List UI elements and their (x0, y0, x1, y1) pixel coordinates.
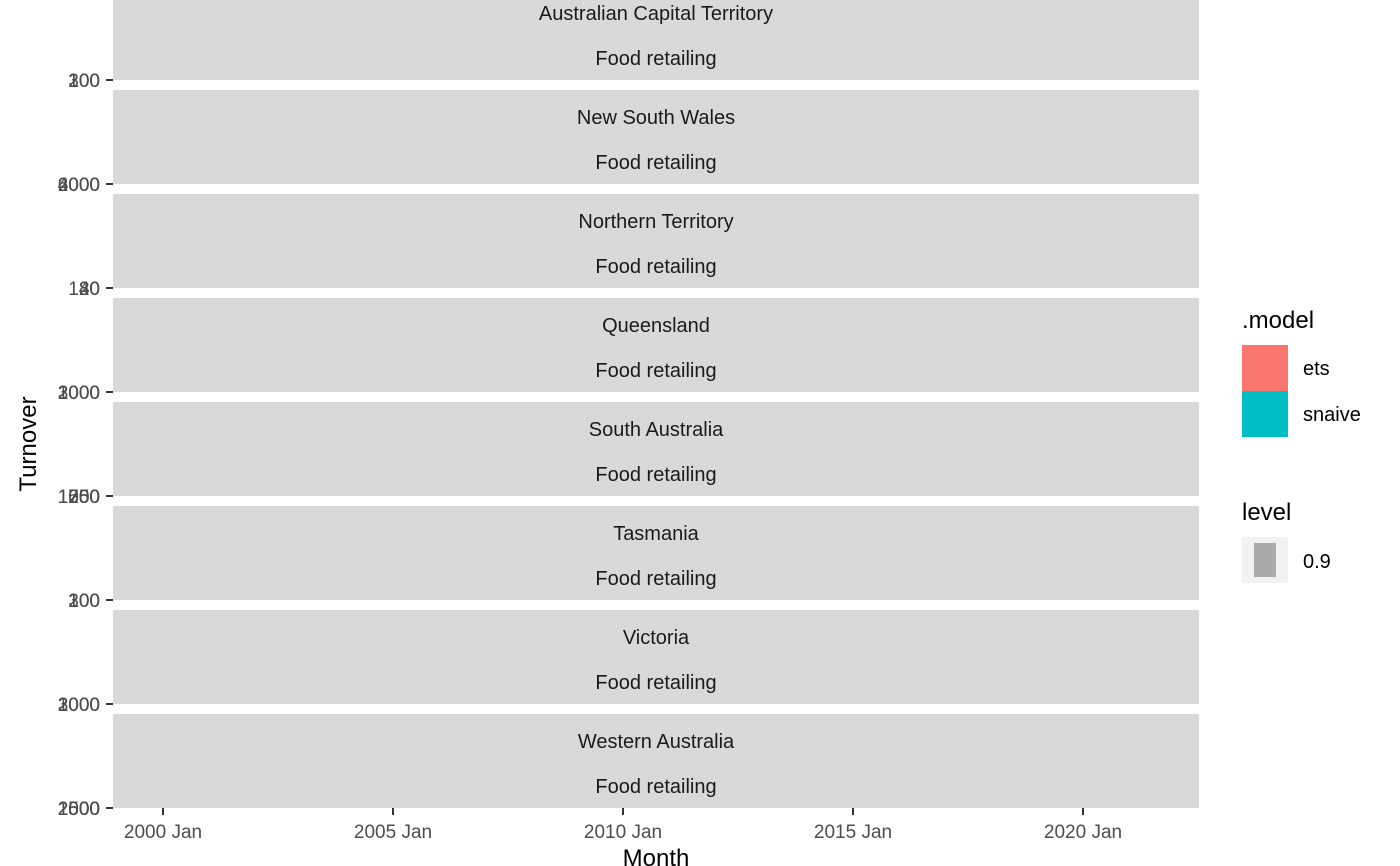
y-tick-label: 1000 (58, 383, 100, 404)
facet-state-label: Queensland (602, 315, 710, 337)
y-tick-label: 80 (79, 279, 100, 300)
y-tick-label: 4000 (58, 175, 100, 196)
y-tick-label: 500 (68, 799, 100, 820)
x-tick-label: 2005 Jan (354, 822, 432, 843)
legend-model-items: ets snaive (1242, 345, 1361, 437)
y-tick-label: 40 (79, 279, 100, 300)
facet-industry-label: Food retailing (595, 256, 716, 278)
legend-level-title: level (1242, 499, 1291, 526)
facet-strip (113, 90, 1199, 184)
facet-4: South Australia Food retailing (113, 402, 1199, 496)
facet-industry-label: Food retailing (595, 568, 716, 590)
facet-strip (113, 194, 1199, 288)
facet-3: Queensland Food retailing (113, 298, 1199, 392)
y-tick-label: 3000 (58, 383, 100, 404)
legend-model-title: .model (1242, 307, 1314, 334)
y-axis: 1002003002000400060004080120100020003000… (58, 71, 113, 820)
y-axis-title: Turnover (15, 396, 42, 491)
y-tick-label: 6000 (58, 175, 100, 196)
y-tick-label: 200 (68, 71, 100, 92)
y-tick-label: 100 (68, 71, 100, 92)
facet-2: Northern Territory Food retailing (113, 194, 1199, 288)
facet-state-label: South Australia (589, 419, 724, 441)
facet-0: Australian Capital Territory Food retaili… (113, 0, 1199, 80)
y-tick-label: 2000 (58, 383, 100, 404)
facet-state-label: New South Wales (577, 107, 735, 129)
facet-state-label: Australian Capital Territory (539, 3, 773, 25)
legend-level-label: 0.9 (1303, 551, 1331, 573)
y-tick-label: 250 (68, 487, 100, 508)
y-tick-label: 300 (68, 71, 100, 92)
legend-level-swatch (1254, 543, 1276, 577)
facet-state-label: Western Australia (578, 731, 735, 753)
x-tick-label: 2015 Jan (814, 822, 892, 843)
legend-level-items: 0.9 (1242, 537, 1331, 583)
facet-5: Tasmania Food retailing (113, 506, 1199, 600)
y-tick-label: 750 (68, 487, 100, 508)
y-tick-label: 1000 (58, 799, 100, 820)
facet-panels: Australian Capital Territory Food retaili… (113, 0, 1199, 808)
y-tick-label: 500 (68, 487, 100, 508)
x-tick-label: 2010 Jan (584, 822, 662, 843)
facet-7: Western Australia Food retailing (113, 714, 1199, 808)
y-tick-label: 1000 (58, 487, 100, 508)
facet-strip (113, 0, 1199, 80)
facet-industry-label: Food retailing (595, 360, 716, 382)
facet-6: Victoria Food retailing (113, 610, 1199, 704)
facet-strip (113, 506, 1199, 600)
facet-state-label: Northern Territory (578, 211, 733, 233)
facet-industry-label: Food retailing (595, 48, 716, 70)
facet-strip (113, 714, 1199, 808)
y-tick-label: 120 (68, 279, 100, 300)
facet-state-label: Tasmania (613, 523, 699, 545)
y-tick-label: 2000 (58, 175, 100, 196)
y-tick-label: 300 (68, 591, 100, 612)
facet-state-label: Victoria (623, 627, 690, 649)
y-tick-label: 200 (68, 591, 100, 612)
legend-label-snaive: snaive (1303, 404, 1361, 426)
legend: .model ets snaive level 0.9 (1242, 307, 1361, 583)
x-tick-label: 2000 Jan (124, 822, 202, 843)
facet-industry-label: Food retailing (595, 152, 716, 174)
legend-swatch-snaive (1242, 391, 1288, 437)
facet-strip (113, 298, 1199, 392)
legend-swatch-ets (1242, 345, 1288, 391)
y-tick-label: 100 (68, 591, 100, 612)
y-tick-label: 2000 (58, 799, 100, 820)
facet-industry-label: Food retailing (595, 776, 716, 798)
y-tick-label: 1250 (58, 487, 100, 508)
legend-label-ets: ets (1303, 358, 1330, 380)
x-tick-label: 2020 Jan (1044, 822, 1122, 843)
y-tick-label: 1000 (58, 695, 100, 716)
facet-industry-label: Food retailing (595, 464, 716, 486)
facet-industry-label: Food retailing (595, 672, 716, 694)
y-tick-label: 3000 (58, 695, 100, 716)
y-tick-label: 1500 (58, 799, 100, 820)
facet-1: New South Wales Food retailing (113, 90, 1199, 184)
facet-strip (113, 402, 1199, 496)
x-axis: 2000 Jan 2005 Jan 2010 Jan 2015 Jan 2020 Jan (124, 808, 1122, 843)
y-tick-label: 2500 (58, 799, 100, 820)
y-tick-label: 2000 (58, 695, 100, 716)
x-axis-title: Month (623, 845, 690, 866)
facet-strip (113, 610, 1199, 704)
